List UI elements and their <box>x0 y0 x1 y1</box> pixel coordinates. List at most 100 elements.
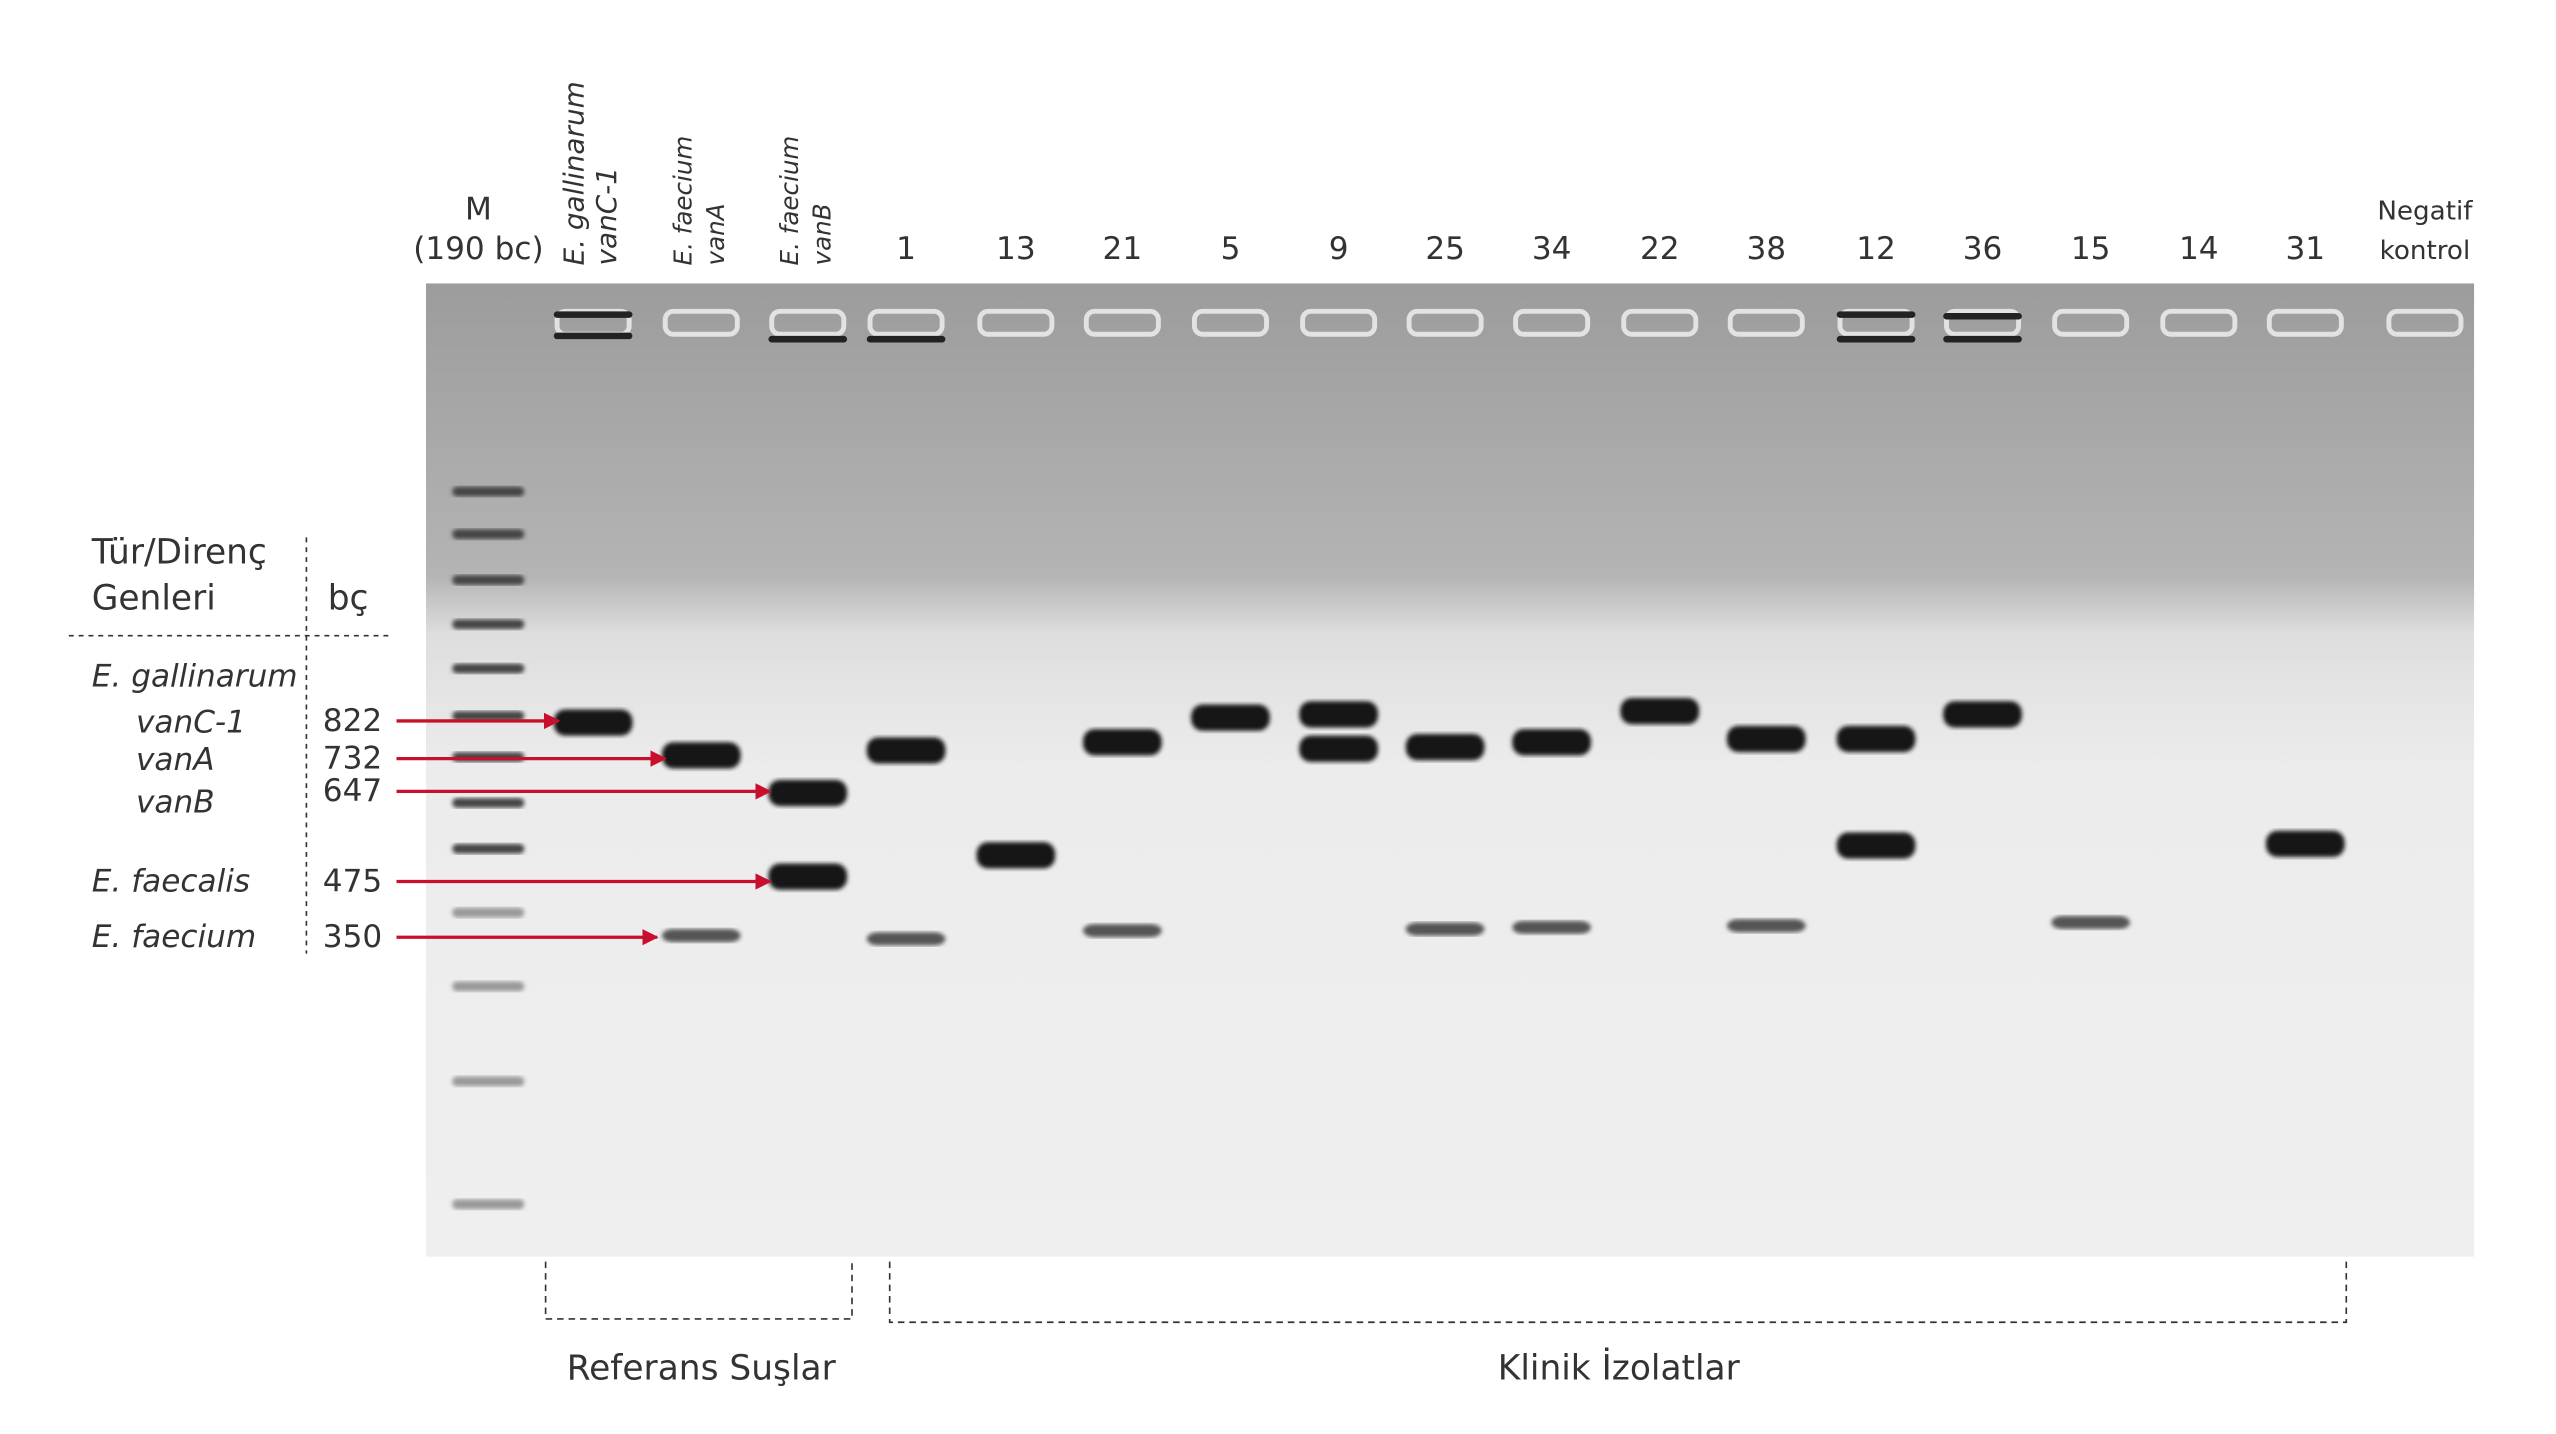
well-band <box>1943 312 2022 320</box>
lane-label: 38 <box>1746 231 1786 267</box>
well-band <box>768 335 848 343</box>
lane-label: 5 <box>1221 231 1241 267</box>
well <box>1083 308 1161 337</box>
lane-label: 9 <box>1329 231 1349 267</box>
band <box>2051 915 2130 930</box>
band <box>866 737 946 764</box>
lane-label: 13 <box>996 231 1036 267</box>
band <box>866 932 946 946</box>
well <box>1513 308 1591 337</box>
band <box>768 779 848 807</box>
ladder-band <box>452 907 525 918</box>
lane-label: 12 <box>1856 231 1896 267</box>
well <box>2052 308 2130 337</box>
ladder-band <box>452 981 525 992</box>
ladder-band <box>452 1199 525 1210</box>
well <box>1406 308 1484 337</box>
ladder-band <box>452 663 525 674</box>
well <box>2160 308 2238 337</box>
well <box>662 308 740 337</box>
lane-label: 34 <box>1532 231 1572 267</box>
ladder-band <box>452 486 525 497</box>
lane-label: E. gallinarum <box>557 81 590 265</box>
lane-label: 31 <box>2286 231 2326 267</box>
lane-label: 14 <box>2179 231 2219 267</box>
lane-label: M <box>465 192 492 228</box>
band <box>1512 729 1591 756</box>
well <box>867 308 945 337</box>
legend-header: bç <box>328 579 369 619</box>
lane-label: 1 <box>896 231 916 267</box>
lane-label: E. faecium <box>775 136 804 266</box>
band <box>976 842 1056 869</box>
ladder-band <box>452 843 525 854</box>
group-label: Referans Suşlar <box>567 1349 837 1389</box>
band <box>1620 697 1700 725</box>
legend-bp: 475 <box>323 863 382 899</box>
well-band <box>1836 335 1916 343</box>
well <box>2386 308 2464 337</box>
lane-label: (190 bc) <box>413 231 543 267</box>
well-band <box>553 311 633 318</box>
ladder-band <box>452 529 525 540</box>
lane-label: vanB <box>808 203 837 265</box>
lane-label: 36 <box>1963 231 2003 267</box>
band <box>1405 922 1485 936</box>
ladder-band <box>452 1076 525 1087</box>
legend-name: vanB <box>136 785 215 821</box>
band <box>2265 830 2345 857</box>
band <box>1726 725 1806 753</box>
band <box>553 709 633 736</box>
bracket <box>888 1261 2348 1324</box>
legend-header: Genleri <box>92 579 216 619</box>
well <box>1621 308 1699 337</box>
legend-name: E. faecalis <box>92 863 250 899</box>
lane-label: 25 <box>1425 231 1465 267</box>
ladder-band <box>452 711 525 721</box>
legend-name: E. faecium <box>92 919 256 955</box>
legend-name: vanA <box>136 742 215 778</box>
ladder-band <box>452 797 525 808</box>
well <box>1727 308 1805 337</box>
well <box>1300 308 1378 337</box>
legend-bp: 732 <box>323 740 382 776</box>
lane-label: 15 <box>2071 231 2111 267</box>
well <box>1191 308 1269 337</box>
bracket <box>544 1261 853 1320</box>
well <box>2266 308 2344 337</box>
band <box>1836 832 1916 859</box>
legend-name: E. gallinarum <box>92 659 298 695</box>
legend-bp: 350 <box>323 919 382 955</box>
lane-label: vanC-1 <box>590 167 623 265</box>
band <box>661 742 741 769</box>
lane-label: 21 <box>1103 231 1143 267</box>
band <box>1943 701 2022 728</box>
ladder-band <box>452 619 525 630</box>
gel <box>426 283 2475 1257</box>
legend-header: Tür/Direnç <box>91 533 267 573</box>
legend-bp: 647 <box>323 773 382 809</box>
well-band <box>1836 311 1916 318</box>
band <box>1299 701 1378 728</box>
band <box>1726 919 1806 933</box>
band <box>1083 729 1162 756</box>
band <box>1083 924 1162 938</box>
well <box>1944 308 2022 337</box>
well-band <box>553 332 633 340</box>
band <box>1836 725 1916 753</box>
lane-label: kontrol <box>2380 236 2471 266</box>
legend-name: vanC-1 <box>136 704 246 740</box>
lane-label: Negatif <box>2377 197 2473 227</box>
lane-label: 22 <box>1640 231 1680 267</box>
band <box>1191 704 1270 731</box>
ladder-band <box>452 575 525 585</box>
well <box>769 308 847 337</box>
well-band <box>1943 335 2022 343</box>
band <box>1512 920 1591 934</box>
legend-bp: 822 <box>323 703 382 739</box>
lane-label: E. faecium <box>668 136 697 266</box>
band <box>661 929 741 943</box>
